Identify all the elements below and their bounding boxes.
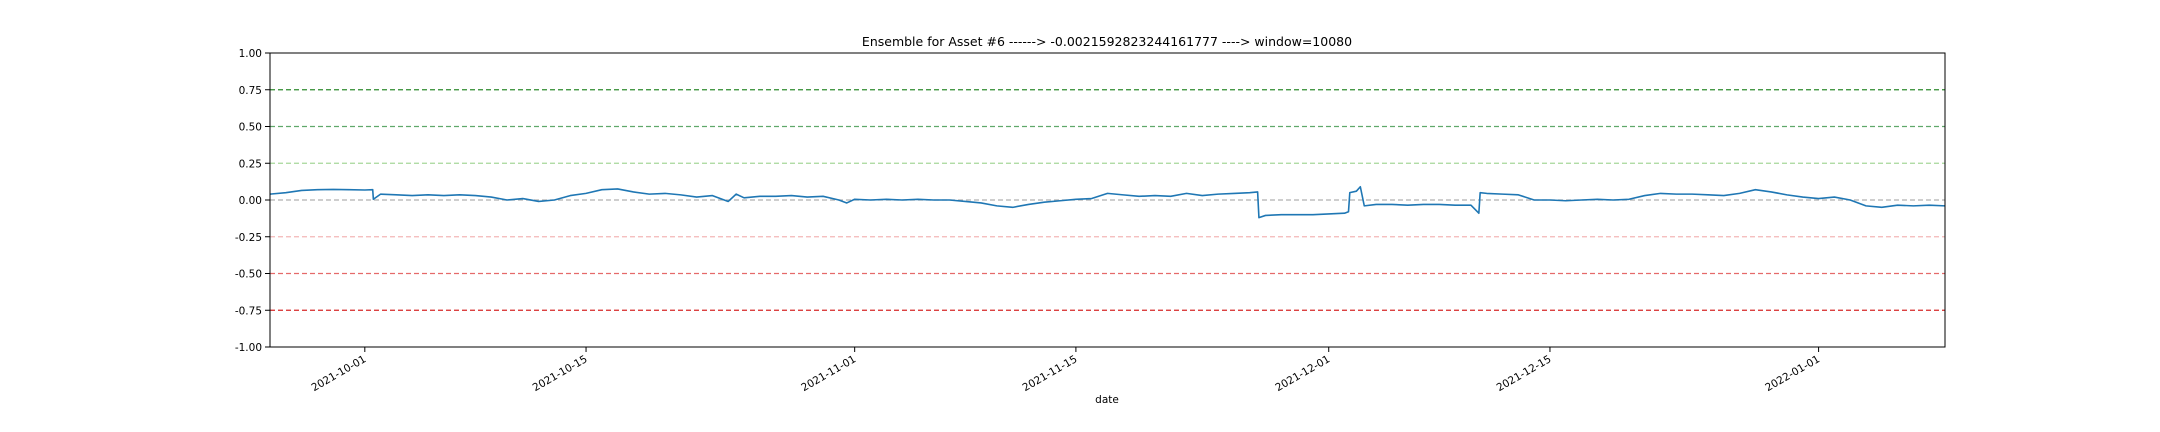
y-tick-label: -1.00 (235, 342, 262, 354)
x-tick-label: 2021-11-15 (1021, 353, 1080, 394)
y-tick-label: 0.75 (239, 85, 262, 97)
x-axis: 2021-10-01 2021-10-15 2021-11-01 2021-11-15… (309, 347, 1822, 394)
x-tick-label: 2021-12-01 (1273, 353, 1332, 394)
y-tick-label: -0.75 (235, 305, 262, 317)
x-tick-label: 2021-10-01 (309, 353, 368, 394)
series-layer (269, 185, 1946, 219)
x-tick-label: 2021-12-15 (1495, 353, 1554, 394)
y-axis: 1.00 0.75 0.50 0.25 0.00 -0.25 -0.50 -0.75 -1.00 (235, 48, 270, 354)
y-tick-label: -0.50 (235, 269, 262, 281)
reference-lines (270, 89, 1945, 311)
y-tick-label: 0.25 (239, 158, 262, 170)
y-tick-label: 1.00 (239, 48, 262, 60)
x-tick-label: 2021-10-15 (531, 353, 590, 394)
x-axis-label: date (1095, 394, 1119, 406)
y-tick-label: 0.50 (239, 122, 262, 134)
chart-title: Ensemble for Asset #6 ------> -0.0021592… (862, 34, 1352, 49)
x-tick-label: 2022-01-01 (1763, 353, 1822, 394)
series-line-0 (269, 185, 1946, 219)
y-tick-label: 0.00 (239, 195, 262, 207)
x-tick-label: 2021-11-01 (799, 353, 858, 394)
y-tick-label: -0.25 (235, 232, 262, 244)
